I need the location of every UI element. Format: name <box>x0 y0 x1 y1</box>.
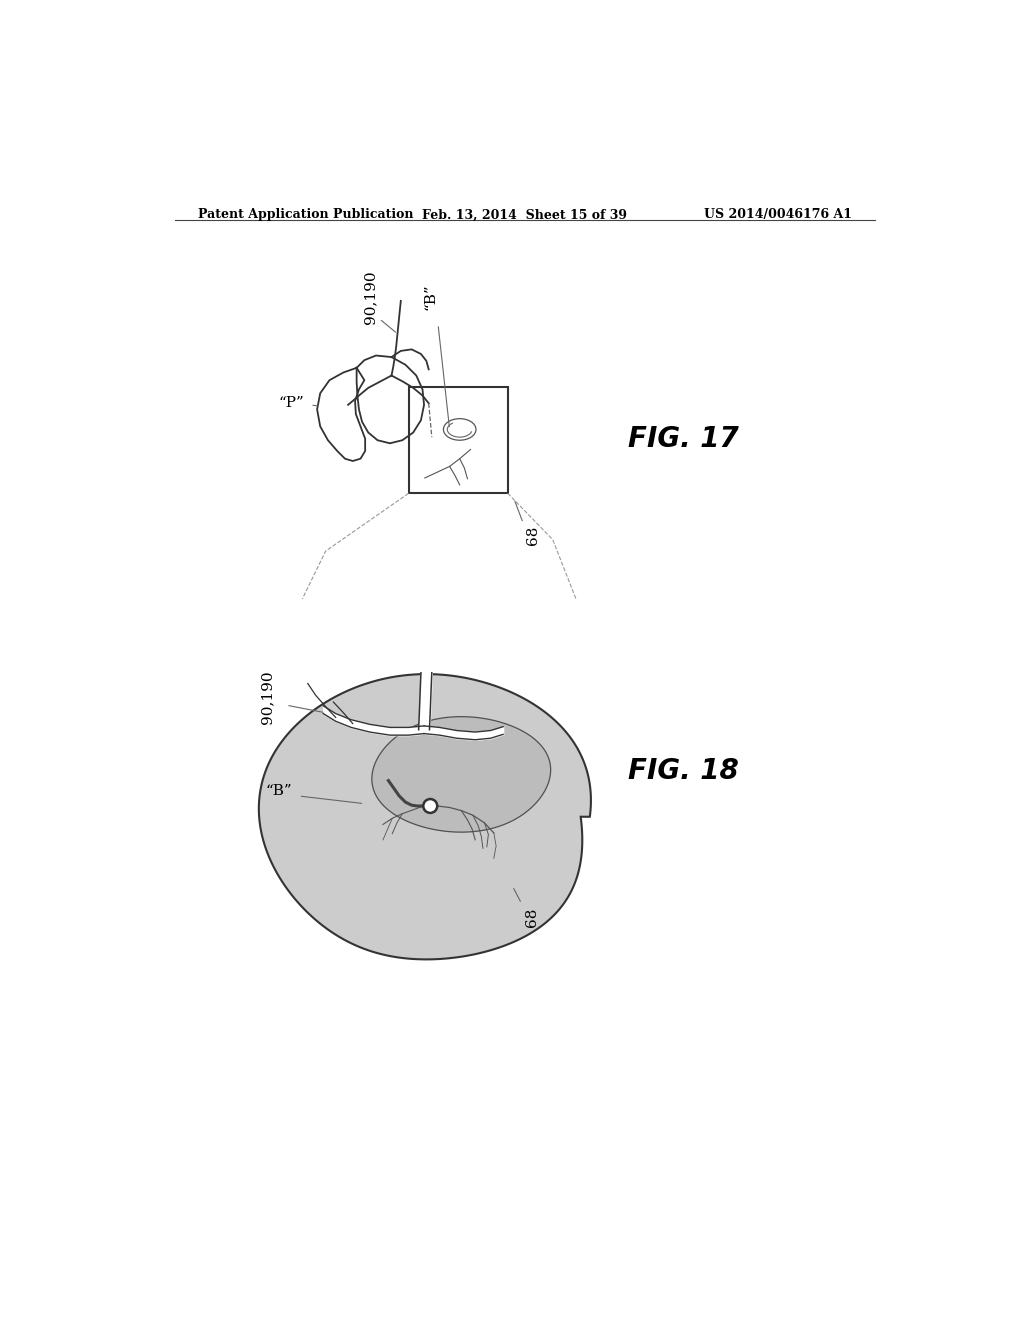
Text: “B”: “B” <box>423 284 437 310</box>
Circle shape <box>423 799 437 813</box>
Bar <box>409 387 508 494</box>
Text: 68: 68 <box>524 907 539 927</box>
Polygon shape <box>372 717 551 832</box>
Text: 68: 68 <box>526 525 541 545</box>
Text: Feb. 13, 2014  Sheet 15 of 39: Feb. 13, 2014 Sheet 15 of 39 <box>422 209 628 222</box>
Text: FIG. 18: FIG. 18 <box>628 756 738 784</box>
Text: 90,190: 90,190 <box>260 671 274 725</box>
Text: “P”: “P” <box>279 396 305 411</box>
Text: Patent Application Publication: Patent Application Publication <box>198 209 414 222</box>
Text: FIG. 17: FIG. 17 <box>628 425 738 454</box>
Text: 90,190: 90,190 <box>362 271 377 323</box>
Text: US 2014/0046176 A1: US 2014/0046176 A1 <box>703 209 852 222</box>
Text: “B”: “B” <box>266 784 293 799</box>
Polygon shape <box>259 675 591 960</box>
